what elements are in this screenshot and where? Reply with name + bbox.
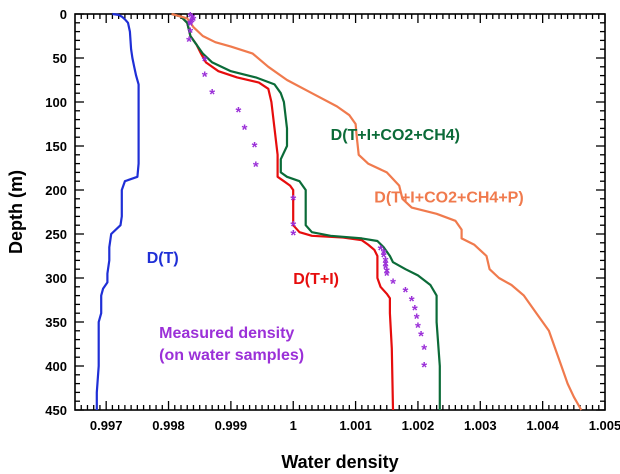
- measured-point-marker: *: [383, 257, 389, 274]
- series-line-d-t-i-co2-ch4-p: [171, 12, 583, 411]
- y-tick-label: 400: [45, 359, 67, 374]
- measured-point-marker: *: [290, 227, 296, 244]
- measured-point-marker: *: [187, 9, 193, 26]
- measured-point-marker: *: [384, 264, 390, 281]
- measured-point-marker: *: [390, 275, 396, 292]
- measured-point-marker: *: [383, 253, 389, 270]
- measured-point-marker: *: [209, 86, 215, 103]
- measured-point-marker: *: [189, 11, 195, 28]
- x-axis-title: Water density: [281, 452, 398, 472]
- measured-point-marker: *: [187, 25, 193, 42]
- measured-point-marker: *: [253, 158, 259, 175]
- measured-point-marker: *: [290, 192, 296, 209]
- measured-point-marker: *: [403, 284, 409, 301]
- x-tick-label: 1.005: [589, 418, 620, 433]
- measured-point-marker: *: [191, 12, 197, 29]
- measured-point-marker: *: [189, 14, 195, 31]
- measured-point-marker: *: [202, 53, 208, 70]
- measured-point-marker: *: [415, 319, 421, 336]
- measured-point-marker: *: [381, 245, 387, 262]
- plot-frame: [74, 13, 606, 411]
- annotation-label: D(T): [147, 250, 179, 267]
- series-line-d-t-i-co2-ch4: [171, 12, 441, 410]
- y-tick-label: 0: [60, 7, 67, 22]
- measured-point-marker: *: [418, 328, 424, 345]
- measured-point-marker: *: [187, 18, 193, 35]
- measured-point-marker: *: [186, 33, 192, 50]
- measured-point-marker: *: [252, 139, 258, 156]
- y-tick-label: 250: [45, 227, 67, 242]
- x-tick-label: 1.001: [339, 418, 372, 433]
- annotation-label: Measured density: [159, 325, 294, 342]
- x-tick-label: 0.998: [152, 418, 185, 433]
- annotation-label: D(T+I): [293, 271, 339, 288]
- measured-markers: ************************** *********: [186, 9, 427, 376]
- x-tick-label: 1: [290, 418, 297, 433]
- y-axis-title: Depth (m): [6, 170, 26, 254]
- x-tick-label: 1.002: [402, 418, 435, 433]
- measured-point-marker: *: [381, 249, 387, 266]
- series-line-d-t: [95, 12, 140, 410]
- measured-point-marker: *: [421, 341, 427, 358]
- x-tick-label: 0.999: [215, 418, 248, 433]
- axis-ticks: 0.997 0.998 0.999 1 1.001 1.002 1.003 1.004 1.00…: [45, 7, 620, 433]
- series-line-d-t-i: [171, 12, 395, 411]
- measured-point-marker: *: [290, 218, 296, 235]
- measured-point-marker: *: [412, 302, 418, 319]
- measured-point-marker: *: [384, 267, 390, 284]
- y-tick-label: 200: [45, 183, 67, 198]
- measured-point-marker: *: [235, 104, 241, 121]
- y-tick-label: 50: [53, 51, 67, 66]
- y-tick-label: 350: [45, 315, 67, 330]
- series-lines: [95, 12, 583, 411]
- x-tick-label: 1.004: [526, 418, 559, 433]
- measured-point-marker: *: [187, 16, 193, 33]
- measured-point-marker: *: [202, 69, 208, 86]
- y-tick-label: 450: [45, 403, 67, 418]
- measured-point-marker: *: [409, 293, 415, 310]
- annotation-label: D(T+I+CO2+CH4): [331, 127, 460, 144]
- plot-border: [74, 13, 606, 411]
- y-tick-label: 150: [45, 139, 67, 154]
- measured-point-marker: *: [383, 260, 389, 277]
- annotation-label: (on water samples): [159, 347, 304, 364]
- measured-point-marker: *: [414, 311, 420, 328]
- measured-point-marker: *: [242, 121, 248, 138]
- y-tick-label: 100: [45, 95, 67, 110]
- annotation-label: D(T+I+CO2+CH4+P): [374, 189, 523, 206]
- y-tick-label: 300: [45, 271, 67, 286]
- measured-point-marker: *: [421, 359, 427, 376]
- x-tick-label: 0.997: [90, 418, 123, 433]
- x-tick-label: 1.003: [464, 418, 497, 433]
- annotations: D(T) D(T+I) D(T+I+CO2+CH4) D(T+I+CO2+CH4+P)…: [147, 127, 524, 364]
- measured-point-marker: *: [378, 242, 384, 259]
